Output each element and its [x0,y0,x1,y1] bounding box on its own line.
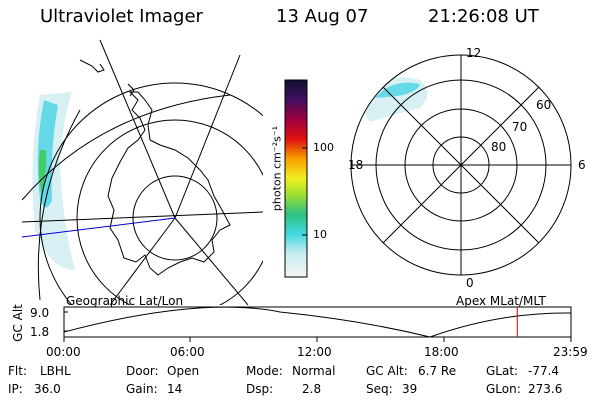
ip-value: 36.0 [34,382,61,396]
gain-label: Gain: [126,382,158,396]
alt-xtick-0600: 06:00 [170,345,205,359]
door-label: Door: [126,364,159,378]
altitude-curve [63,306,572,338]
glon-value: 273.6 [528,382,563,396]
gain-value: 14 [167,382,183,396]
filter-label: Flt: [8,364,27,378]
glon-label: GLon: [486,382,521,396]
lat-label-60: 60 [536,98,552,112]
mlt-label-0: 0 [466,276,474,290]
aurora-emission-polar-bright [375,82,420,98]
alt-ytick-high: 9.0 [30,306,50,320]
glat-label: GLat: [486,364,519,378]
mode-value: Normal [292,364,336,378]
aurora-emission-geo-peak [38,150,47,195]
mlt-label-12: 12 [466,46,482,60]
instrument-title: Ultraviolet Imager [40,6,203,27]
alt-xtick-1800: 18:00 [424,345,459,359]
dsp-label: Dsp: [246,382,274,396]
alt-xtick-2359: 23:59 [553,345,588,359]
lat-label-70: 70 [512,120,528,134]
alt-ytick-low: 1.8 [30,325,50,339]
seq-label: Seq: [366,382,393,396]
gcalt-label: GC Alt: [366,364,408,378]
date-label: 13 Aug 07 [276,6,369,27]
gcalt-value: 6.7 Re [418,364,457,378]
dsp-value: 2.8 [302,382,322,396]
filter-value: LBHL [40,364,71,378]
alt-xtick-0000: 00:00 [46,345,81,359]
antarctica-coastline [107,91,231,276]
seq-value: 39 [402,382,418,396]
time-label: 21:26:08 UT [428,6,539,27]
colorbar-tick-10: 10 [313,228,327,241]
mode-label: Mode: [246,364,283,378]
mlt-label-6: 6 [578,158,586,172]
alt-ylabel: GC Alt [11,304,25,342]
polar-caption: Apex MLat/MLT [456,294,546,308]
alt-xtick-1200: 12:00 [297,345,332,359]
geo-caption: Geographic Lat/Lon [66,294,184,308]
glat-value: -77.4 [528,364,560,378]
mlt-label-18: 18 [348,158,364,172]
door-value: Open [167,364,200,378]
lat-label-80: 80 [491,140,507,154]
colorbar-tick-100: 100 [313,141,334,154]
ip-label: IP: [8,382,23,396]
